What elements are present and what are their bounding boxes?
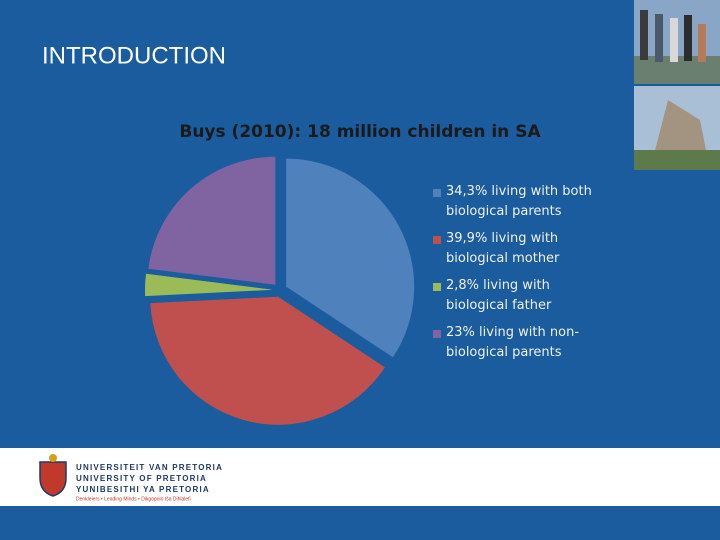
footer-line: UNIVERSITY OF PRETORIA bbox=[76, 474, 207, 483]
legend-label: 39,9% living with biological mother bbox=[446, 231, 560, 266]
figure bbox=[640, 10, 648, 60]
chart-title: Buys (2010): 18 million children in SA bbox=[179, 122, 541, 142]
legend: 34,3% living with both biological parent… bbox=[433, 184, 592, 360]
legend-item: 2,8% living with biological father bbox=[446, 278, 552, 313]
pie-slice bbox=[145, 273, 274, 297]
footer-band bbox=[0, 448, 720, 506]
legend-item: 39,9% living with biological mother bbox=[446, 231, 560, 266]
legend-label: 34,3% living with both biological parent… bbox=[446, 184, 592, 219]
crest bbox=[39, 454, 67, 497]
photos bbox=[634, 0, 720, 170]
legend-label: 2,8% living with biological father bbox=[446, 278, 552, 313]
footer-motto: Denkleiers • Leading Minds • Dikgopolo t… bbox=[76, 496, 191, 502]
figure bbox=[670, 18, 678, 62]
pie-slice bbox=[148, 156, 276, 285]
figure bbox=[698, 24, 706, 62]
legend-swatch bbox=[433, 189, 441, 197]
trees bbox=[634, 150, 720, 170]
figure bbox=[684, 15, 692, 61]
pie bbox=[145, 156, 415, 425]
pie-slice bbox=[286, 158, 415, 358]
legend-swatch bbox=[433, 236, 441, 244]
slide-title: INTRODUCTION bbox=[42, 42, 226, 69]
figure bbox=[655, 14, 663, 62]
footer-line: YUNIBESITHI YA PRETORIA bbox=[76, 485, 210, 494]
footer-line: UNIVERSITEIT VAN PRETORIA bbox=[76, 463, 223, 472]
crest-shield bbox=[39, 461, 67, 497]
pie-slice bbox=[150, 296, 385, 425]
legend-swatch bbox=[433, 330, 441, 338]
legend-item: 23% living with non-biological parents bbox=[446, 325, 580, 360]
legend-item: 34,3% living with both biological parent… bbox=[446, 184, 592, 219]
crest-top bbox=[49, 454, 57, 462]
legend-label: 23% living with non-biological parents bbox=[446, 325, 580, 360]
legend-swatch bbox=[433, 283, 441, 291]
